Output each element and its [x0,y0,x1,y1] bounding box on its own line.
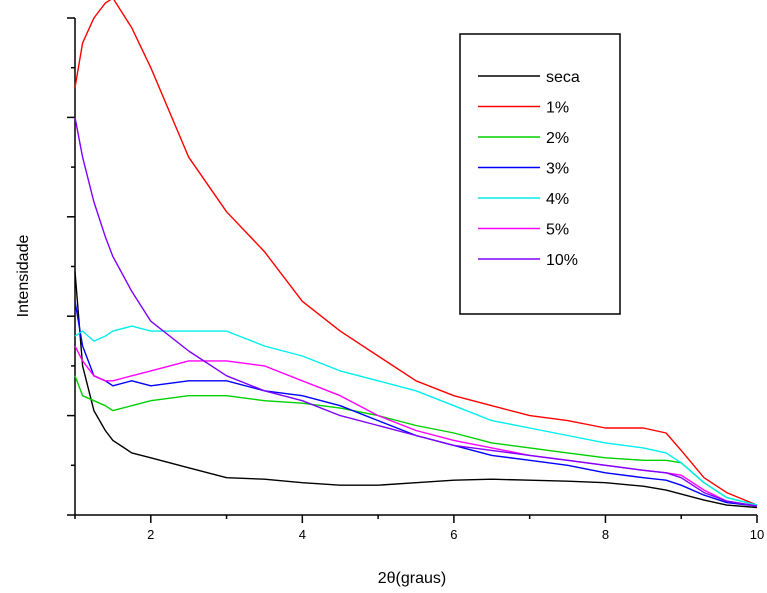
legend-label: 10% [546,252,578,269]
legend-box [459,33,621,315]
x-tick-label: 8 [602,527,609,542]
x-tick-label: 4 [299,527,306,542]
x-axis-title: 2θ(graus) [378,570,446,587]
series-line-seca [74,271,758,509]
x-tick-label: 10 [750,527,764,542]
legend-label: 2% [546,130,569,147]
x-tick-label: 2 [147,527,154,542]
y-axis-title: Intensidade [15,235,32,318]
axes: 2 4 6 8 10 [67,17,764,542]
legend-label: seca [546,69,580,86]
series-line-4pct [74,325,758,506]
series-line-2pct [74,375,758,506]
series-line-3pct [74,301,758,507]
legend-label: 3% [546,161,569,178]
legend-label: 5% [546,222,569,239]
legend-label: 4% [546,191,569,208]
series-line-1pct [74,0,758,506]
x-tick-label: 6 [450,527,457,542]
series-line-10pct [74,117,758,507]
series-layer [74,0,758,509]
legend-label: 1% [546,100,569,117]
legend: seca 1% 2% 3% 4% 5% 10% [459,33,621,315]
